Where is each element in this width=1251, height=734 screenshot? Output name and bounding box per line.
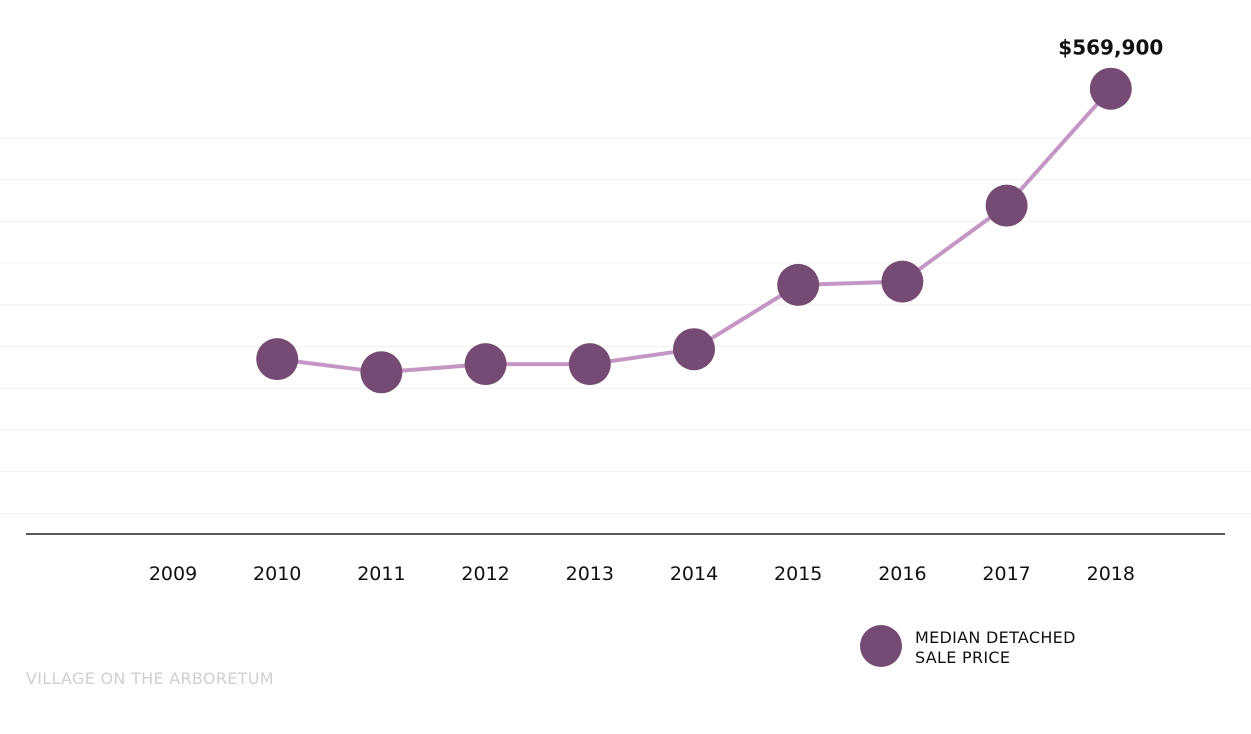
legend-label: MEDIAN DETACHED SALE PRICE	[915, 628, 1076, 668]
x-tick-label: 2014	[670, 563, 718, 585]
legend-label-line-1: MEDIAN DETACHED	[915, 628, 1076, 647]
data-point	[673, 328, 715, 371]
data-point	[881, 260, 924, 303]
data-point	[985, 184, 1028, 227]
data-labels: $569,900	[1058, 36, 1163, 60]
x-tick-label: 2010	[253, 563, 301, 585]
data-point	[360, 351, 403, 394]
x-tick-label: 2015	[774, 563, 822, 585]
data-label: $569,900	[1058, 36, 1163, 60]
x-tick-label: 2018	[1087, 563, 1135, 585]
data-point	[256, 338, 299, 381]
x-tick-label: 2013	[566, 563, 614, 585]
series-median-detached-sale-price	[256, 67, 1132, 394]
x-axis-ticks: 2009 2010 2011 2012 2013 2014 2015 2016 2017 2018	[149, 563, 1135, 585]
data-point	[1089, 67, 1132, 110]
x-tick-label: 2011	[357, 563, 405, 585]
data-point	[568, 343, 611, 386]
footer-title: VILLAGE ON THE ARBORETUM	[26, 669, 274, 688]
legend-label-line-2: SALE PRICE	[915, 648, 1011, 667]
x-tick-label: 2009	[149, 563, 197, 585]
x-tick-label: 2012	[461, 563, 509, 585]
data-point	[777, 263, 820, 306]
grid-lines	[0, 137, 1251, 514]
legend-marker	[860, 625, 902, 667]
x-tick-label: 2016	[878, 563, 926, 585]
x-tick-label: 2017	[982, 563, 1030, 585]
data-point	[464, 343, 507, 386]
